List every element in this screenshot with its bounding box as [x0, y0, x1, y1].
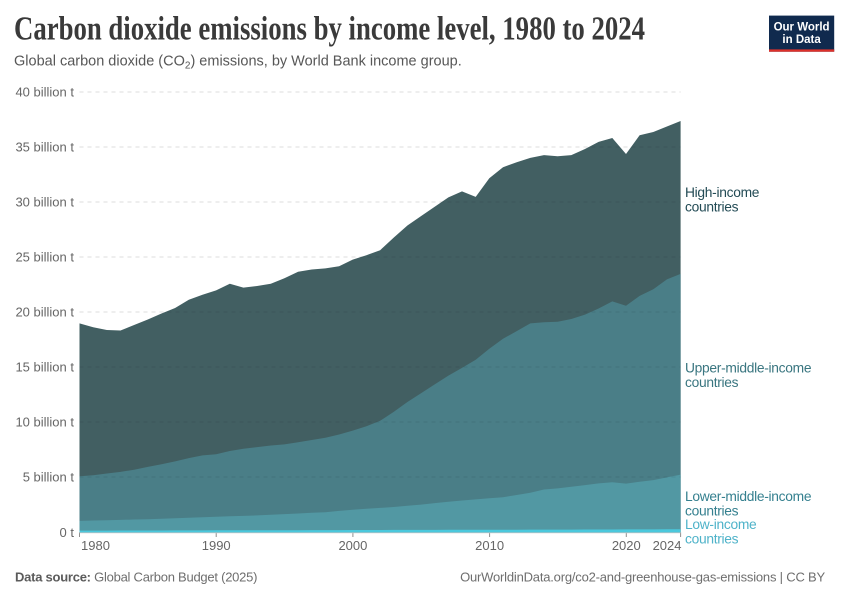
svg-text:Carbon dioxide emissions by in: Carbon dioxide emissions by income level… [14, 10, 645, 47]
svg-text:Data source: Global Carbon Bud: Data source: Global Carbon Budget (2025) [15, 570, 257, 585]
svg-text:1980: 1980 [81, 538, 110, 553]
svg-text:2024: 2024 [653, 538, 682, 553]
svg-text:5 billion t: 5 billion t [23, 470, 75, 485]
svg-text:10 billion t: 10 billion t [15, 415, 74, 430]
svg-text:2020: 2020 [612, 538, 641, 553]
svg-text:Global carbon dioxide (CO2) em: Global carbon dioxide (CO2) emissions, b… [14, 54, 462, 72]
svg-text:1990: 1990 [202, 538, 231, 553]
svg-text:OurWorldinData.org/co2-and-gre: OurWorldinData.org/co2-and-greenhouse-ga… [460, 570, 825, 585]
svg-text:Our World: Our World [774, 22, 830, 34]
svg-text:2000: 2000 [338, 538, 367, 553]
svg-text:0 t: 0 t [60, 525, 75, 540]
svg-text:15 billion t: 15 billion t [15, 360, 74, 375]
svg-text:2010: 2010 [475, 538, 504, 553]
svg-text:35 billion t: 35 billion t [15, 140, 74, 155]
svg-text:in Data: in Data [782, 34, 821, 46]
svg-text:20 billion t: 20 billion t [15, 305, 74, 320]
svg-text:25 billion t: 25 billion t [15, 250, 74, 265]
svg-text:40 billion t: 40 billion t [15, 85, 74, 100]
svg-text:30 billion t: 30 billion t [15, 195, 74, 210]
